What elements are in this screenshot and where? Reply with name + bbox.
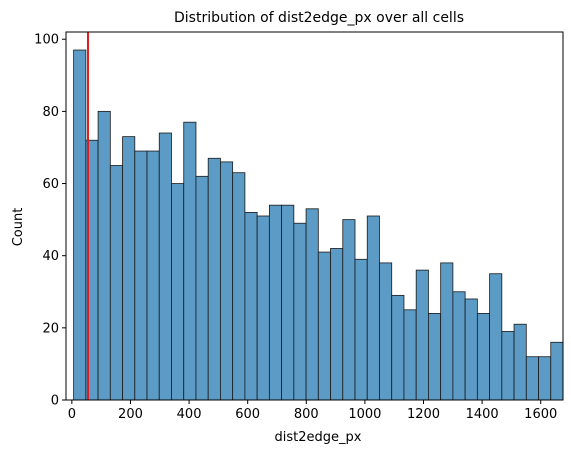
histogram-bar (342, 219, 356, 401)
histogram-bar (281, 204, 295, 401)
histogram-bar (232, 172, 246, 401)
histogram-bar (73, 49, 87, 401)
histogram-bar (440, 262, 454, 401)
histogram-bar (268, 204, 283, 401)
y-tick-label: 40 (42, 249, 59, 264)
histogram-bar (220, 161, 234, 401)
plot-frame (65, 31, 564, 401)
y-tick-label: 100 (34, 33, 59, 48)
bars-group (73, 49, 564, 401)
y-tick-label: 20 (42, 321, 59, 336)
x-tick-label: 200 (118, 407, 143, 422)
x-tick-label: 1000 (348, 407, 381, 422)
x-tick-label: 1400 (466, 407, 499, 422)
histogram-bar (391, 294, 405, 401)
histogram-bar (452, 291, 466, 401)
x-tick-label: 800 (294, 407, 319, 422)
histogram-bar (109, 165, 123, 401)
histogram-bar (379, 262, 393, 401)
histogram-bar (317, 251, 331, 401)
x-axis-ticks: 0 200 400 600 800 1000 1200 1400 1600 (68, 400, 557, 422)
histogram-bar (305, 208, 319, 401)
histogram-bar (550, 341, 564, 401)
histogram-bar (538, 356, 552, 401)
histogram-bar (525, 356, 539, 401)
histogram-bar (403, 309, 417, 401)
x-tick-label: 600 (235, 407, 260, 422)
chart-title: Distribution of dist2edge_px over all ce… (174, 10, 464, 26)
histogram-bar (464, 298, 478, 401)
histogram-bar (134, 150, 148, 401)
histogram-bar (293, 222, 307, 401)
histogram-bar (146, 150, 160, 401)
histogram-bar (366, 215, 380, 401)
x-tick-label: 1200 (407, 407, 440, 422)
x-tick-label: 0 (68, 407, 76, 422)
x-tick-label: 400 (177, 407, 202, 422)
histogram-bar (122, 136, 136, 401)
histogram-bar (244, 211, 258, 401)
histogram-bar (513, 323, 527, 401)
histogram-bar (428, 313, 442, 401)
histogram-bar (97, 110, 111, 401)
histogram-bar (158, 132, 172, 401)
y-axis-ticks: 0 20 40 60 80 100 (34, 33, 66, 409)
y-tick-label: 60 (42, 177, 59, 192)
histogram-bar (183, 121, 197, 401)
y-tick-label: 0 (51, 394, 59, 409)
histogram-bar (256, 215, 270, 401)
histogram-bar (415, 269, 429, 401)
histogram-bar (330, 248, 344, 401)
histogram-bar (476, 313, 490, 401)
histogram-bar (207, 157, 221, 401)
y-axis-label: Count (11, 208, 26, 247)
histogram-bar (171, 183, 185, 401)
histogram-bar (354, 258, 368, 401)
histogram-bar (489, 273, 503, 401)
x-tick-label: 1600 (524, 407, 557, 422)
histogram-bar (195, 175, 209, 401)
histogram-bar (501, 331, 515, 401)
y-tick-label: 80 (42, 105, 59, 120)
x-axis-label: dist2edge_px (275, 430, 362, 445)
